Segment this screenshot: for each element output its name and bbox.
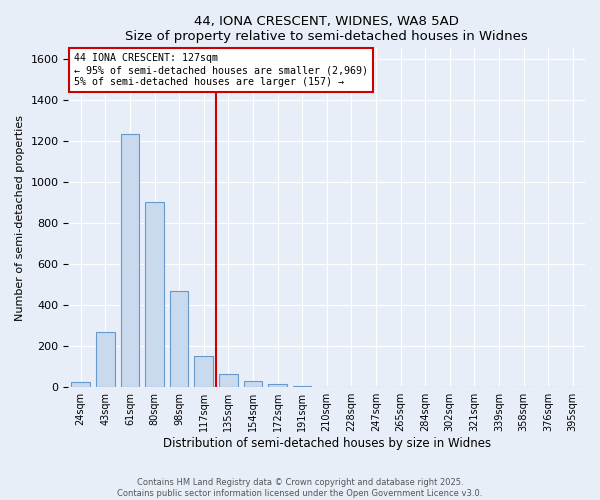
Text: 44 IONA CRESCENT: 127sqm
← 95% of semi-detached houses are smaller (2,969)
5% of: 44 IONA CRESCENT: 127sqm ← 95% of semi-d…	[74, 54, 368, 86]
Bar	[71, 382, 90, 387]
Bar	[170, 290, 188, 387]
Bar	[219, 374, 238, 387]
Y-axis label: Number of semi-detached properties: Number of semi-detached properties	[15, 115, 25, 321]
Title: 44, IONA CRESCENT, WIDNES, WA8 5AD
Size of property relative to semi-detached ho: 44, IONA CRESCENT, WIDNES, WA8 5AD Size …	[125, 15, 528, 43]
Bar	[194, 356, 213, 387]
Text: Contains HM Land Registry data © Crown copyright and database right 2025.
Contai: Contains HM Land Registry data © Crown c…	[118, 478, 482, 498]
Bar	[268, 384, 287, 387]
Bar	[244, 382, 262, 387]
Bar	[121, 134, 139, 387]
Bar	[96, 332, 115, 387]
Bar	[145, 202, 164, 387]
X-axis label: Distribution of semi-detached houses by size in Widnes: Distribution of semi-detached houses by …	[163, 437, 491, 450]
Bar	[293, 386, 311, 387]
